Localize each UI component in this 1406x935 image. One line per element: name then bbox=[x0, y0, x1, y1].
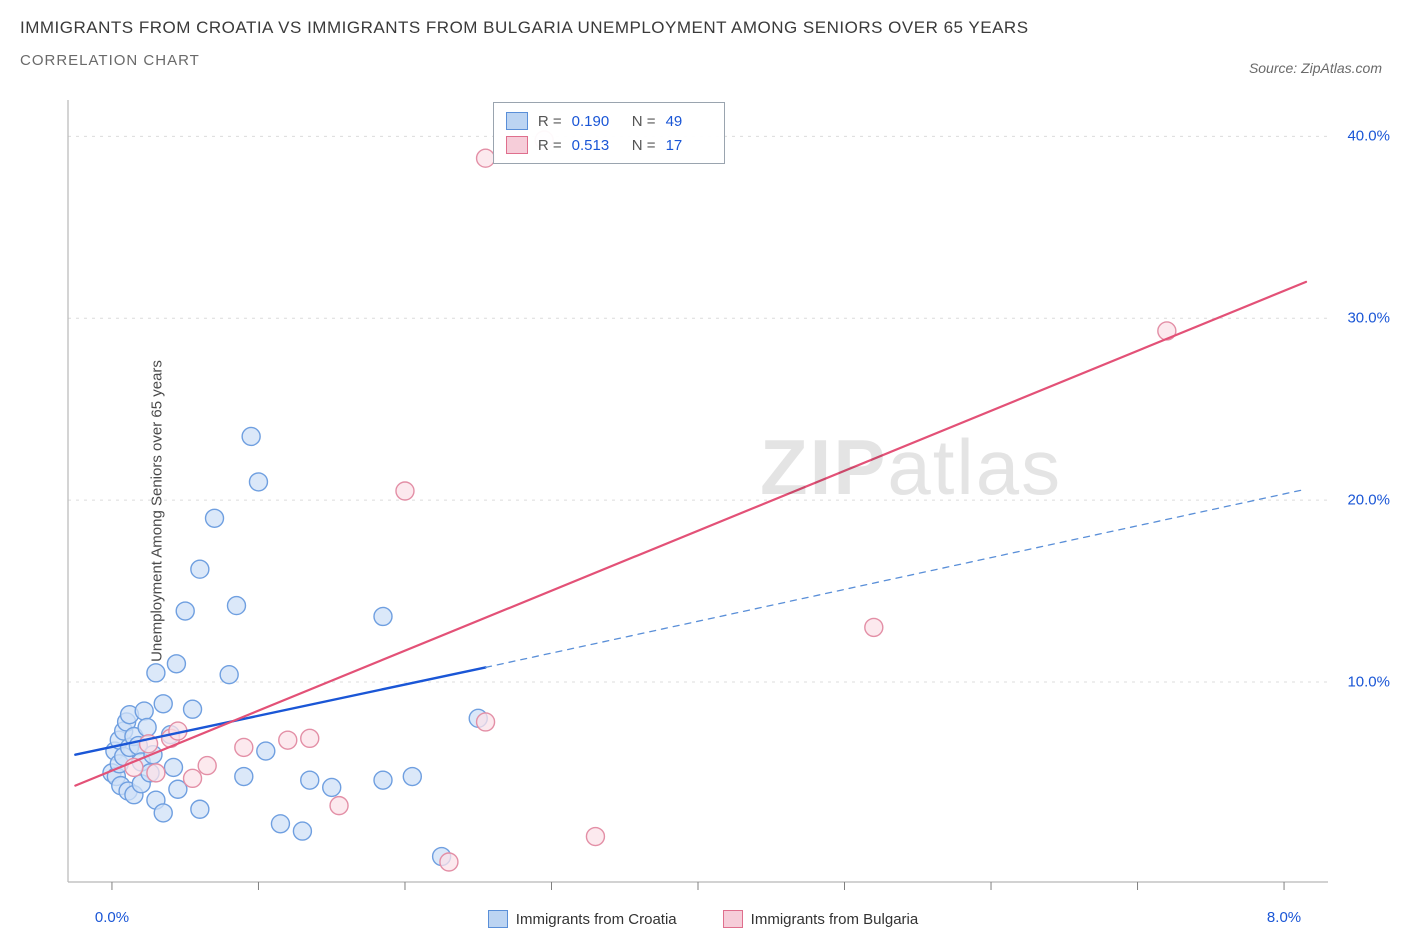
chart-title-block: IMMIGRANTS FROM CROATIA VS IMMIGRANTS FR… bbox=[20, 18, 1029, 69]
legend-r-value: 0.513 bbox=[572, 137, 618, 154]
legend-item: Immigrants from Bulgaria bbox=[723, 910, 919, 928]
source-value: ZipAtlas.com bbox=[1301, 60, 1382, 76]
legend-swatch bbox=[723, 910, 743, 928]
legend-n-value: 49 bbox=[666, 113, 712, 130]
y-tick-label: 20.0% bbox=[1347, 492, 1390, 509]
scatter-plot-svg bbox=[0, 92, 1406, 930]
legend-r-value: 0.190 bbox=[572, 113, 618, 130]
legend-n-value: 17 bbox=[666, 137, 712, 154]
correlation-legend: R = 0.190 N = 49 R = 0.513 N = 17 bbox=[493, 102, 725, 164]
legend-swatch bbox=[488, 910, 508, 928]
series-legend: Immigrants from Croatia Immigrants from B… bbox=[0, 910, 1406, 928]
y-tick-label: 40.0% bbox=[1347, 128, 1390, 145]
y-axis-label: Unemployment Among Seniors over 65 years bbox=[148, 360, 165, 662]
legend-row: R = 0.190 N = 49 bbox=[506, 109, 712, 133]
legend-item: Immigrants from Croatia bbox=[488, 910, 677, 928]
legend-n-label: N = bbox=[628, 113, 656, 130]
legend-label: Immigrants from Bulgaria bbox=[751, 911, 919, 928]
legend-r-label: R = bbox=[538, 113, 562, 130]
source-label: Source: bbox=[1249, 60, 1297, 76]
legend-swatch bbox=[506, 112, 528, 130]
source-attribution: Source: ZipAtlas.com bbox=[1249, 60, 1382, 76]
legend-swatch bbox=[506, 136, 528, 154]
legend-n-label: N = bbox=[628, 137, 656, 154]
legend-row: R = 0.513 N = 17 bbox=[506, 133, 712, 157]
legend-label: Immigrants from Croatia bbox=[516, 911, 677, 928]
legend-r-label: R = bbox=[538, 137, 562, 154]
chart-title: IMMIGRANTS FROM CROATIA VS IMMIGRANTS FR… bbox=[20, 18, 1029, 38]
chart-container: Unemployment Among Seniors over 65 years… bbox=[0, 92, 1406, 930]
chart-subtitle: CORRELATION CHART bbox=[20, 52, 1029, 69]
y-tick-label: 10.0% bbox=[1347, 673, 1390, 690]
y-tick-label: 30.0% bbox=[1347, 310, 1390, 327]
